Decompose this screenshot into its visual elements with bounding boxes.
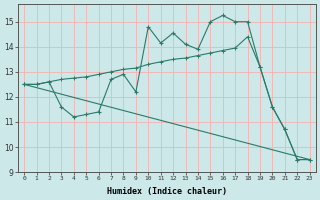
X-axis label: Humidex (Indice chaleur): Humidex (Indice chaleur)	[107, 187, 227, 196]
